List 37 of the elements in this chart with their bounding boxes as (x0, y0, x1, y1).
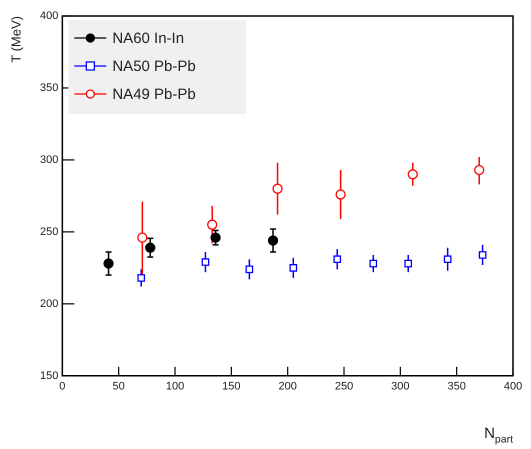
x-tick-label: 50 (112, 380, 125, 392)
point (272, 184, 283, 194)
legend-label: NA49 Pb-Pb (112, 86, 196, 104)
point (202, 258, 210, 266)
point (333, 255, 342, 264)
y-tick-label: 150 (40, 370, 58, 382)
y-axis-title: T (MeV) (8, 16, 24, 63)
x-tick-label: 100 (166, 380, 184, 392)
point (137, 232, 148, 243)
point (210, 232, 221, 243)
point (137, 274, 146, 282)
point (289, 264, 298, 272)
point (268, 235, 278, 246)
x-tick-label: 300 (391, 380, 410, 392)
x-tick-label: 150 (222, 380, 241, 392)
x-tick-label: 350 (447, 380, 466, 392)
y-tick-label: 200 (40, 298, 58, 310)
legend-label: NA50 Pb-Pb (112, 58, 196, 76)
x-tick-label: 0 (59, 380, 66, 392)
point (246, 265, 254, 274)
point (474, 164, 484, 176)
point (408, 169, 418, 180)
y-tick-label: 300 (40, 154, 58, 166)
y-tick-label: 250 (40, 226, 58, 238)
point (404, 260, 412, 268)
point (335, 189, 346, 200)
y-tick-label: 350 (40, 82, 58, 94)
x-tick-label: 200 (278, 380, 297, 392)
point (444, 255, 452, 264)
point (369, 260, 378, 268)
point (145, 242, 156, 253)
x-tick-label: 250 (334, 380, 354, 392)
point (478, 251, 486, 259)
x-tick-label: 400 (504, 380, 522, 392)
legend-label: NA60 In-In (112, 30, 184, 48)
y-tick-label: 400 (40, 10, 58, 22)
point (103, 258, 114, 269)
